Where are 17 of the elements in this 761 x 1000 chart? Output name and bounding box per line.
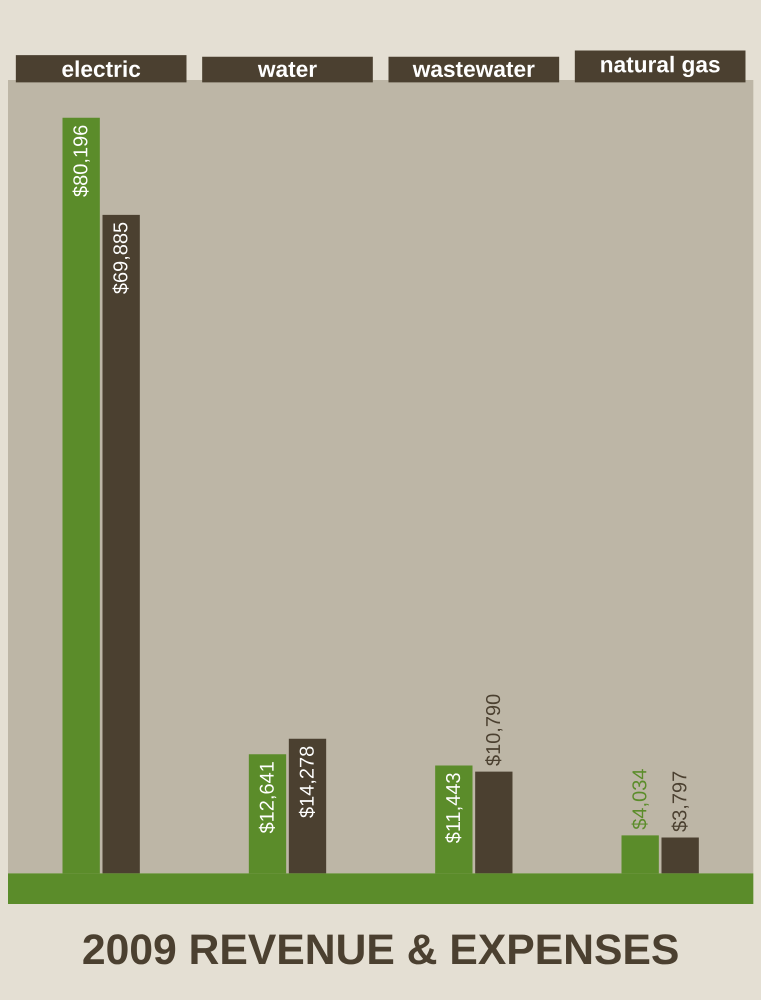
x-tick-label: electric: [62, 60, 140, 78]
data-label: $4,034: [631, 769, 649, 830]
bar: [475, 772, 512, 874]
bar: [102, 214, 140, 874]
bar: [661, 838, 699, 874]
bar: [288, 738, 326, 874]
data-label: $11,443: [444, 773, 462, 844]
data-label: $10,790: [484, 694, 502, 766]
data-label: $12,641: [258, 762, 276, 834]
data-label: $80,196: [72, 126, 90, 197]
data-label: $14,278: [298, 746, 316, 818]
data-label: $3,797: [671, 772, 689, 832]
x-tick-label: water: [258, 62, 317, 78]
x-tick-label: natural gas: [601, 56, 720, 78]
text: 2009 REVENUE & EXPENSES: [83, 934, 678, 964]
data-label: $69,885: [112, 222, 130, 294]
x-tick-label: wastewater: [412, 62, 534, 78]
